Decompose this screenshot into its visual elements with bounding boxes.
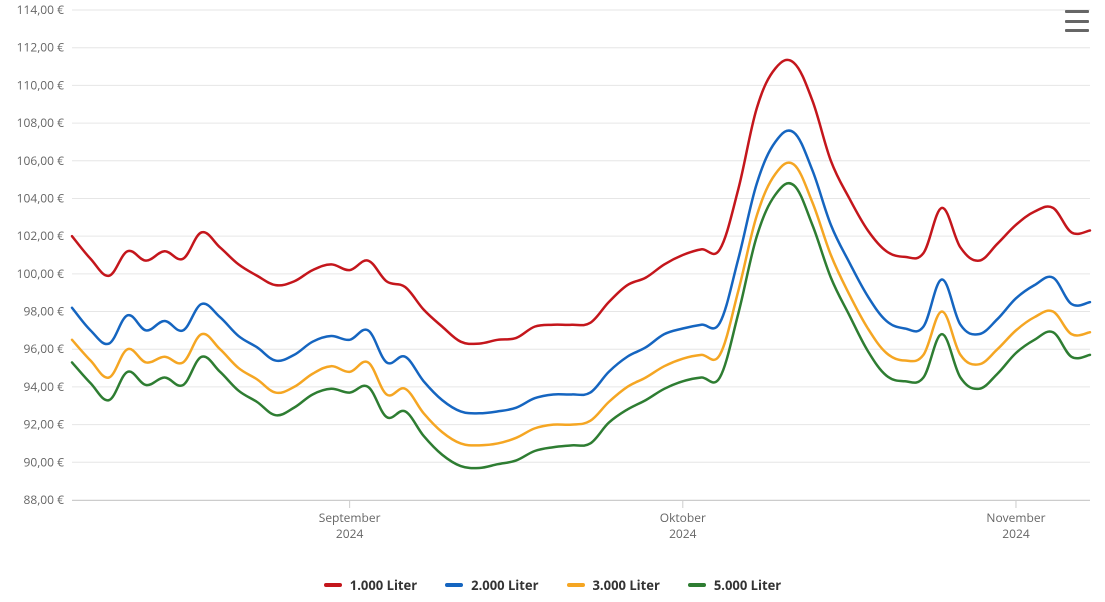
legend-swatch	[688, 583, 706, 587]
x-tick-label-year: 2024	[669, 525, 697, 542]
chart-menu-button[interactable]	[1065, 10, 1089, 32]
y-tick-label: 94,00 €	[23, 378, 64, 395]
y-tick-label: 106,00 €	[17, 152, 65, 169]
y-tick-label: 90,00 €	[23, 453, 64, 470]
series-line	[72, 60, 1090, 344]
legend-swatch	[567, 583, 585, 587]
y-tick-label: 104,00 €	[17, 189, 65, 206]
price-chart: 88,00 € 90,00 € 92,00 € 94,00 € 96,00 € 98,00…	[0, 0, 1105, 602]
y-tick-label: 98,00 €	[23, 303, 64, 320]
y-tick-label: 108,00 €	[17, 114, 65, 131]
x-tick-label-month: November	[986, 509, 1045, 526]
legend-item[interactable]: 1.000 Liter	[324, 576, 417, 594]
legend-label: 3.000 Liter	[593, 576, 660, 594]
y-tick-label: 96,00 €	[23, 340, 64, 357]
y-tick-label: 88,00 €	[23, 491, 64, 508]
chart-legend: 1.000 Liter 2.000 Liter 3.000 Liter 5.000 L…	[0, 576, 1105, 594]
x-tick-label-year: 2024	[336, 525, 364, 542]
chart-svg: 88,00 € 90,00 € 92,00 € 94,00 € 96,00 € 98,00…	[0, 0, 1105, 572]
y-tick-label: 114,00 €	[17, 1, 65, 18]
y-tick-label: 92,00 €	[23, 416, 64, 433]
y-tick-label: 110,00 €	[17, 76, 65, 93]
y-tick-label: 112,00 €	[17, 39, 65, 56]
x-tick-label-month: September	[319, 509, 381, 526]
legend-label: 5.000 Liter	[714, 576, 781, 594]
legend-swatch	[445, 583, 463, 587]
legend-label: 1.000 Liter	[350, 576, 417, 594]
legend-label: 2.000 Liter	[471, 576, 538, 594]
series-line	[72, 163, 1090, 446]
y-tick-label: 100,00 €	[17, 265, 65, 282]
hamburger-icon	[1065, 10, 1089, 13]
x-tick-label-year: 2024	[1002, 525, 1030, 542]
y-tick-label: 102,00 €	[17, 227, 65, 244]
legend-item[interactable]: 2.000 Liter	[445, 576, 538, 594]
legend-item[interactable]: 3.000 Liter	[567, 576, 660, 594]
x-tick-label-month: Oktober	[660, 509, 706, 526]
legend-item[interactable]: 5.000 Liter	[688, 576, 781, 594]
legend-swatch	[324, 583, 342, 587]
series-line	[72, 131, 1090, 414]
